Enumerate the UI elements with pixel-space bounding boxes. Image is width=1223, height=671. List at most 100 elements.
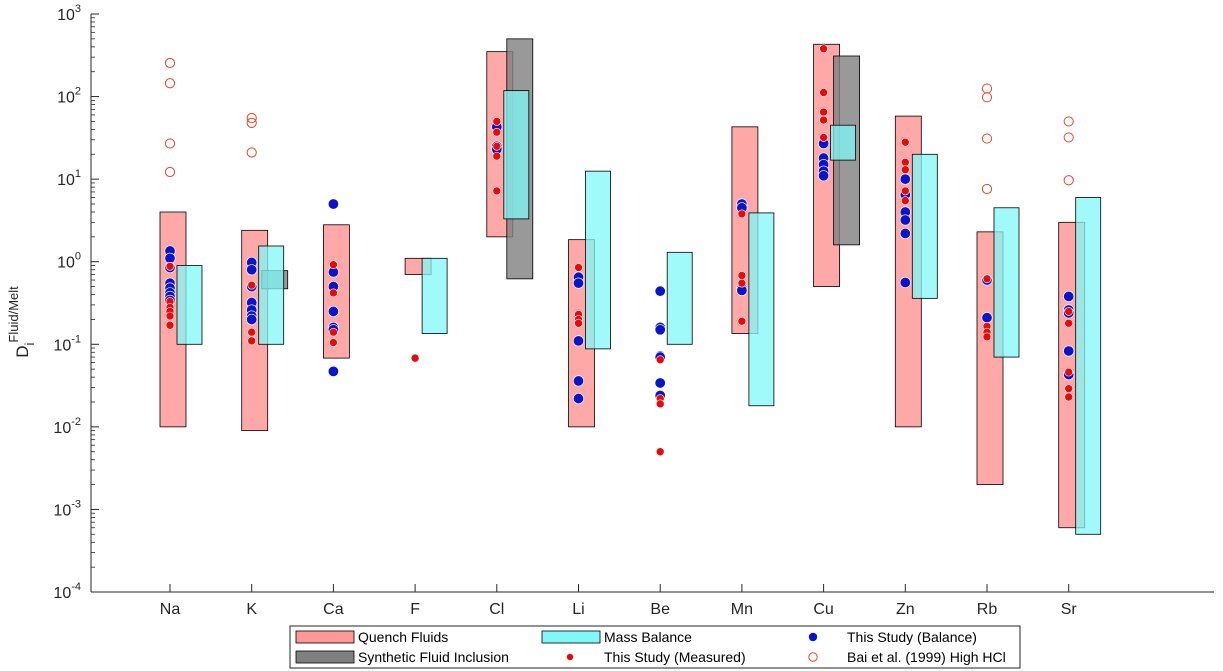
bai-point-sr-3 [1063,175,1074,186]
balance-point-na-2 [164,252,176,264]
measured-point-zn-5 [900,196,910,205]
x-tick-label-sr: Sr [1061,601,1078,618]
measured-point-na-6 [165,320,175,330]
measured-point-k-2 [247,327,256,337]
measured-point-zn-1 [900,137,910,147]
mass-balance-bar-sr [1075,197,1102,535]
balance-point-zn-5 [899,227,911,239]
x-tick-label-cl: Cl [489,601,504,618]
balance-point-ca-7 [327,365,339,377]
y-tick-labels: 103 102 101 100 10-1 10-2 10-3 10-4 [53,3,81,602]
balance-point-zn-1 [899,173,911,185]
measured-point-mn-3 [737,278,747,288]
bai-point-na-2 [164,78,176,89]
x-tick-label-mn: Mn [731,601,753,618]
legend-quench-swatch [295,630,355,644]
mass-balance-bar-f [421,257,448,334]
measured-point-cl-4 [492,151,502,161]
measured-point-mn-4 [737,316,747,326]
x-tick-labels: Na K Ca F Cl Li Be Mn Cu Zn Rb Sr [160,601,1078,618]
y-axis-label: DiFluid/Melt [6,286,37,358]
measured-point-sr-3 [1064,367,1073,377]
measured-point-cl-2 [492,127,502,137]
y-tick-label: 10-1 [53,333,81,354]
measured-point-ca-2 [329,288,338,298]
balance-point-k-2 [246,264,258,276]
balance-point-li-3 [572,335,584,347]
x-tick-label-zn: Zn [896,601,915,618]
mass-balance-bar-cl [503,90,530,220]
measured-point-k-3 [247,336,256,346]
bai-point-rb-2 [981,92,993,103]
balance-point-k-7 [246,313,258,325]
x-tick-label-cu: Cu [813,601,833,618]
mass-balance-bar-cu [830,124,856,161]
measured-point-ca-4 [329,338,338,347]
measured-point-li-1 [574,263,583,272]
balance-point-sr-4 [1063,345,1075,357]
legend-mass-label: Mass Balance [604,629,692,645]
measured-point-sr-1 [1064,307,1073,316]
bai-point-na-4 [164,166,176,178]
measured-point-cl-3 [492,141,502,151]
mass-balance-bar-rb [993,207,1020,358]
mass-balance-ranges [176,90,1102,535]
balance-point-be-3 [654,324,666,336]
balance-point-ca-4 [327,305,339,317]
mass-balance-bar-mn [748,212,775,407]
bai-points [164,57,1074,195]
mass-balance-bar-be [666,251,693,345]
measured-point-ca-3 [329,327,338,337]
measured-point-li-4 [574,318,583,328]
balance-point-rb-2 [981,312,993,324]
x-tick-label-be: Be [650,601,670,618]
axes [90,13,1214,593]
measured-point-cu-3 [819,107,828,117]
measured-points [165,44,1073,457]
balance-point-li-5 [572,393,584,405]
measured-point-mn-2 [737,271,747,280]
measured-point-cu-4 [819,115,828,125]
legend-measured-swatch [566,653,574,661]
measured-point-rb-4 [982,332,992,342]
y-tick-label: 102 [57,86,81,107]
bai-point-rb-4 [981,183,993,195]
measured-point-rb-1 [982,274,992,284]
measured-point-na-1 [165,261,175,271]
balance-point-li-2 [572,277,584,289]
y-tick-label: 10-4 [53,581,81,602]
x-tick-label-ca: Ca [323,601,344,618]
measured-point-sr-2 [1064,318,1073,328]
measured-point-cl-5 [492,186,502,196]
balance-point-be-6 [654,377,666,389]
balance-point-be-1 [654,285,666,297]
measured-point-zn-2 [900,157,910,167]
mass-balance-bar-li [585,170,611,350]
legend-balance-swatch [808,632,818,642]
measured-point-sr-5 [1064,392,1073,402]
legend-synthetic-label: Synthetic Fluid Inclusion [358,649,509,665]
measured-point-cu-1 [819,44,828,53]
x-tick-label-rb: Rb [977,601,998,618]
y-tick-label: 10-2 [53,416,81,437]
bai-point-k-1 [246,112,257,124]
measured-point-sr-4 [1064,384,1073,393]
measured-point-cu-5 [819,133,828,142]
measured-point-zn-3 [900,165,910,175]
measured-point-be-3 [655,399,665,409]
measured-point-k-1 [247,280,256,290]
legend-box [289,625,1021,669]
x-tick-label-na: Na [160,601,181,618]
legend-bai-label: Bai et al. (1999) High HCl [847,649,1006,665]
balance-point-sr-1 [1063,290,1075,302]
mass-balance-bar-k [258,245,285,345]
x-tick-label-li: Li [572,601,584,618]
balance-point-cu-5 [818,170,830,182]
y-tick-label: 10-3 [53,498,81,519]
measured-point-ca-1 [329,260,338,270]
balance-point-ca-1 [327,198,339,210]
measured-point-cu-2 [819,88,828,97]
balance-point-li-4 [572,375,584,387]
legend-measured-label: This Study (Measured) [604,649,746,665]
